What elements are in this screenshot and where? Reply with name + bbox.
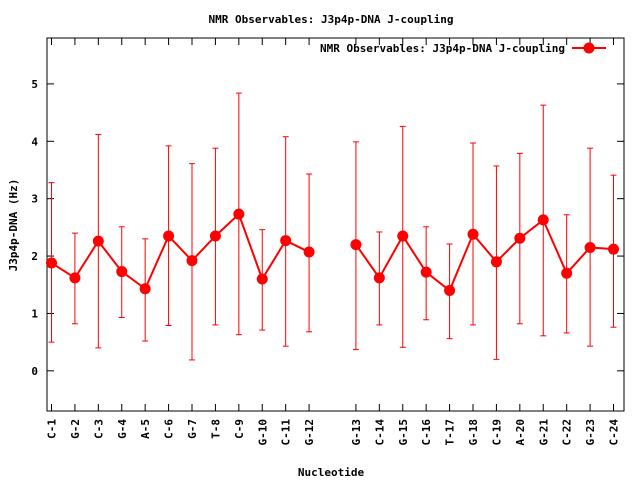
x-tick-label: G-10	[256, 419, 269, 446]
x-tick-label: C-16	[420, 419, 433, 446]
data-point	[139, 283, 151, 295]
data-point	[373, 272, 385, 284]
data-point	[163, 230, 175, 242]
data-point	[467, 228, 479, 240]
x-tick-label: G-23	[584, 419, 597, 446]
x-tick-label: G-7	[186, 419, 199, 439]
x-tick-label: C-24	[608, 419, 621, 446]
x-tick-label: C-22	[561, 419, 574, 446]
x-tick-label: G-15	[397, 419, 410, 446]
data-point	[116, 266, 128, 278]
data-point	[490, 256, 502, 268]
y-axis-label: J3p4p-DNA (Hz)	[7, 179, 20, 272]
data-point	[233, 208, 245, 220]
y-tick-label: 4	[31, 135, 38, 148]
x-tick-label: G-4	[116, 419, 129, 439]
plot-frame	[46, 37, 625, 412]
x-tick-label: A-20	[514, 419, 527, 446]
x-tick-label: G-21	[537, 419, 550, 446]
x-tick-label: G-13	[350, 419, 363, 446]
data-point	[303, 246, 315, 258]
data-point	[350, 239, 362, 251]
series-line	[50, 212, 310, 291]
x-tick-label: C-14	[373, 419, 386, 446]
x-tick-label: C-19	[490, 419, 503, 446]
x-tick-label: T-17	[444, 419, 457, 446]
data-point	[514, 232, 526, 244]
data-point	[186, 255, 198, 267]
data-point	[608, 243, 619, 255]
y-tick-label: 5	[31, 78, 38, 91]
data-point	[444, 284, 456, 296]
chart-title: NMR Observables: J3p4p-DNA J-coupling	[208, 13, 453, 26]
data-point	[420, 266, 432, 278]
x-tick-label: G-12	[303, 419, 316, 446]
x-tick-label: G-18	[467, 419, 480, 446]
data-point	[256, 273, 268, 285]
x-tick-label: G-2	[69, 419, 82, 439]
data-point	[280, 235, 292, 247]
x-tick-label: C-6	[163, 419, 176, 439]
data-point	[584, 241, 596, 253]
x-tick-label: C-11	[280, 419, 293, 446]
legend-label: NMR Observables: J3p4p-DNA J-coupling	[320, 42, 565, 55]
x-tick-label: C-1	[46, 419, 59, 439]
data-point	[69, 272, 81, 284]
x-tick-label: T-8	[209, 419, 222, 439]
data-series	[46, 92, 619, 361]
data-point	[46, 257, 57, 269]
x-tick-label: A-5	[139, 419, 152, 439]
y-tick-label: 3	[31, 193, 38, 206]
legend-marker	[583, 42, 595, 54]
data-point	[537, 214, 549, 226]
axes: 0 1 2 3 4 5 C-1 G-2 C-3 G-4 A-5 C-6 G-7 T-8 C-9 G-10 C-1…	[31, 37, 625, 446]
x-tick-label: C-3	[92, 419, 105, 439]
series-line	[355, 218, 614, 293]
legend: NMR Observables: J3p4p-DNA J-coupling	[320, 42, 606, 55]
x-axis-label: Nucleotide	[298, 466, 365, 479]
y-tick-label: 1	[31, 307, 38, 320]
data-point	[92, 235, 104, 247]
data-point	[209, 230, 221, 242]
x-tick-label: C-9	[233, 419, 246, 439]
y-tick-label: 2	[31, 250, 38, 263]
data-point	[397, 230, 409, 242]
data-point	[561, 267, 573, 279]
y-tick-label: 0	[31, 365, 38, 378]
